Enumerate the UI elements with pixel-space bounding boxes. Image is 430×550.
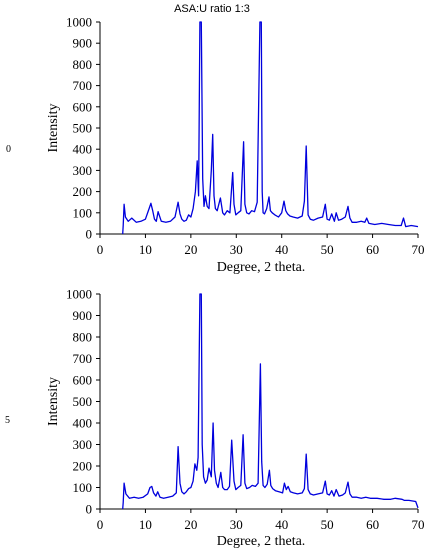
y-tick-label: 1000 — [66, 15, 92, 30]
x-tick-label: 40 — [275, 517, 288, 532]
y-tick-label: 600 — [73, 99, 93, 114]
y-tick-label: 700 — [73, 351, 93, 366]
y-tick-label: 200 — [73, 459, 93, 474]
x-tick-label: 60 — [366, 517, 379, 532]
x-tick-label: 10 — [139, 242, 152, 257]
y-tick-label: 600 — [73, 373, 93, 388]
x-tick-label: 30 — [230, 517, 243, 532]
y-tick-label: 200 — [73, 184, 93, 199]
y-tick-label: 800 — [73, 57, 93, 72]
x-tick-label: 0 — [97, 517, 104, 532]
x-tick-label: 20 — [184, 242, 197, 257]
x-tick-label: 20 — [184, 517, 197, 532]
x-tick-label: 0 — [97, 242, 104, 257]
y-axis-label: Intensity — [46, 377, 61, 426]
y-tick-label: 900 — [73, 36, 93, 51]
x-tick-label: 70 — [412, 517, 425, 532]
y-tick-label: 300 — [73, 437, 93, 452]
y-tick-label: 700 — [73, 78, 93, 93]
x-tick-label: 30 — [230, 242, 243, 257]
x-tick-label: 70 — [412, 242, 425, 257]
x-tick-label: 10 — [139, 517, 152, 532]
panel-side-label: 5 — [5, 415, 10, 426]
y-tick-label: 400 — [73, 142, 93, 157]
y-tick-label: 800 — [73, 330, 93, 345]
x-tick-label: 60 — [366, 242, 379, 257]
panel-side-label: 0 — [6, 144, 11, 155]
y-tick-label: 900 — [73, 308, 93, 323]
x-tick-label: 50 — [321, 517, 334, 532]
y-tick-label: 500 — [73, 394, 93, 409]
x-tick-label: 50 — [321, 242, 334, 257]
y-tick-label: 400 — [73, 416, 93, 431]
y-tick-label: 1000 — [66, 287, 92, 302]
y-tick-label: 300 — [73, 163, 93, 178]
diffraction-pattern-line — [122, 293, 419, 510]
diffraction-pattern-line — [122, 21, 419, 235]
y-tick-label: 100 — [73, 480, 93, 495]
x-axis-label: Degree, 2 theta. — [217, 260, 306, 275]
x-axis-label: Degree, 2 theta. — [217, 534, 306, 549]
x-tick-label: 40 — [275, 242, 288, 257]
y-tick-label: 0 — [86, 502, 93, 517]
y-tick-label: 500 — [73, 121, 93, 136]
y-axis-label: Intensity — [46, 104, 61, 153]
chart-title: ASA:U ratio 1:3 — [174, 3, 250, 15]
y-tick-label: 100 — [73, 205, 93, 220]
y-tick-label: 0 — [86, 227, 93, 242]
